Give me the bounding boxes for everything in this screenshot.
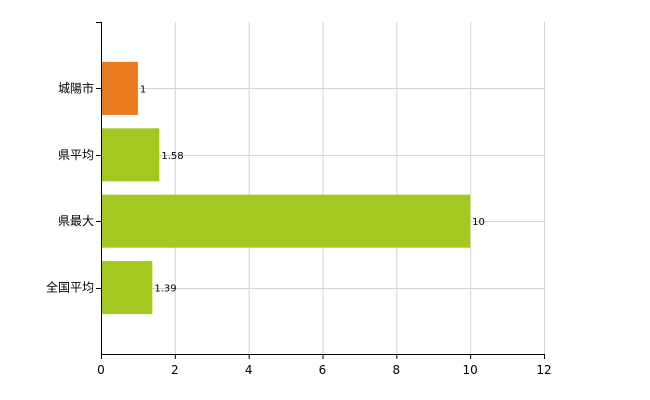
bar-3 [101,261,153,315]
bar-2 [101,194,471,248]
x-tick-label: 8 [393,363,401,377]
x-tick-label: 4 [245,363,253,377]
bar-0 [101,61,138,115]
x-tick-label: 10 [463,363,478,377]
data-label: 1 [140,84,146,95]
bar-layer [101,61,471,315]
x-tick-label: 0 [97,363,105,377]
category-label: 全国平均 [46,280,94,295]
data-label: 1.58 [161,151,183,162]
bar-1 [101,128,160,182]
label-layer: 0 2 4 6 8 10 12 城陽市 1 県平均 1.58 県最大 10 全国平均 1.39 [46,22,552,377]
x-tick-label: 12 [536,363,551,377]
category-label: 城陽市 [58,80,94,95]
data-label: 10 [472,217,485,228]
grid-layer [101,22,545,354]
category-label: 県平均 [58,148,94,162]
x-tick-label: 6 [319,363,327,377]
category-label: 県最大 [58,214,94,228]
x-tick-label: 2 [171,363,179,377]
data-label: 1.39 [154,284,176,295]
